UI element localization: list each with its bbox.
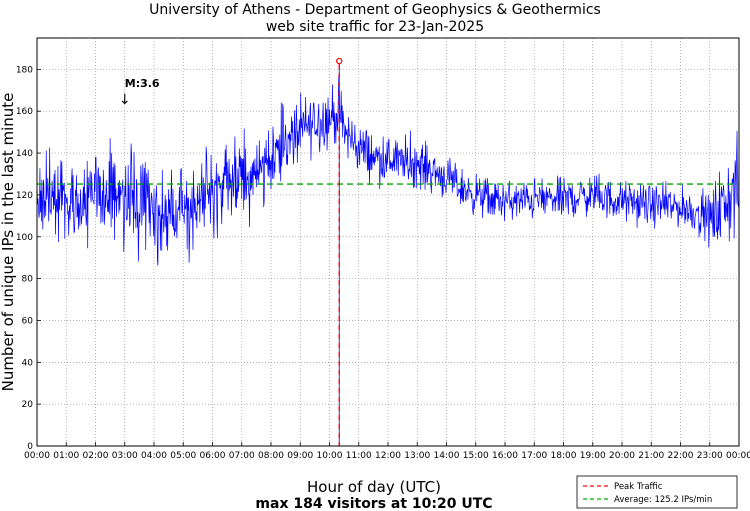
x-tick-label: 00:00 (24, 451, 50, 461)
y-tick-label: 80 (22, 275, 34, 285)
footer-text: max 184 visitors at 10:20 UTC (255, 496, 492, 511)
x-tick-label: 12:00 (375, 451, 401, 461)
x-tick-label: 00:00 (726, 451, 750, 461)
y-tick-label: 0 (27, 442, 33, 452)
x-tick-label: 10:00 (317, 451, 343, 461)
down-arrow-icon: ↓ (119, 92, 131, 108)
x-tick-label: 06:00 (200, 451, 226, 461)
y-tick-label: 140 (16, 149, 33, 159)
x-tick-label: 01:00 (53, 451, 79, 461)
x-tick-label: 03:00 (112, 451, 138, 461)
legend: Peak Traffic Average: 125.2 IPs/min (576, 475, 738, 509)
x-axis-label: Hour of day (UTC) (307, 478, 441, 496)
x-tick-label: 07:00 (229, 451, 255, 461)
plot-frame (36, 37, 740, 447)
legend-box (576, 475, 738, 509)
x-tick-label: 17:00 (521, 451, 547, 461)
max-annotation-label: M:3.6 (125, 77, 160, 90)
x-tick-label: 05:00 (170, 451, 196, 461)
x-tick-label: 19:00 (580, 451, 606, 461)
y-tick-label: 100 (16, 233, 33, 243)
x-tick-label: 20:00 (609, 451, 635, 461)
x-tick-label: 15:00 (463, 451, 489, 461)
y-tick-label: 40 (22, 358, 34, 368)
peak-marker (336, 57, 343, 65)
x-tick-label: 18:00 (551, 451, 577, 461)
x-tick-label: 04:00 (141, 451, 167, 461)
x-tick-label: 09:00 (287, 451, 313, 461)
x-tick-label: 11:00 (346, 451, 372, 461)
chart-title: University of Athens - Department of Geo… (149, 2, 601, 18)
x-tick-label: 21:00 (638, 451, 664, 461)
legend-average-label: Average: 125.2 IPs/min (614, 495, 712, 505)
x-tick-label: 14:00 (434, 451, 460, 461)
x-tick-label: 02:00 (83, 451, 109, 461)
max-annotation: M:3.6 ↓ (119, 77, 160, 108)
x-tick-label: 23:00 (697, 451, 723, 461)
reference-lines (37, 57, 739, 446)
data-layer (36, 75, 740, 266)
chart-subtitle: web site traffic for 23-Jan-2025 (266, 19, 484, 35)
legend-peak-label: Peak Traffic (614, 482, 663, 492)
x-tick-label: 08:00 (258, 451, 284, 461)
y-tick-label: 20 (22, 400, 34, 410)
y-tick-label: 120 (16, 191, 33, 201)
y-tick-label: 180 (16, 65, 33, 75)
y-tick-label: 60 (22, 316, 34, 326)
x-tick-label: 13:00 (404, 451, 430, 461)
traffic-line (36, 75, 740, 266)
y-axis-label: Number of unique IPs in the last minute (0, 93, 17, 392)
x-tick-label: 16:00 (492, 451, 518, 461)
x-tick-label: 22:00 (668, 451, 694, 461)
y-tick-label: 160 (16, 107, 33, 117)
grid (36, 38, 740, 447)
